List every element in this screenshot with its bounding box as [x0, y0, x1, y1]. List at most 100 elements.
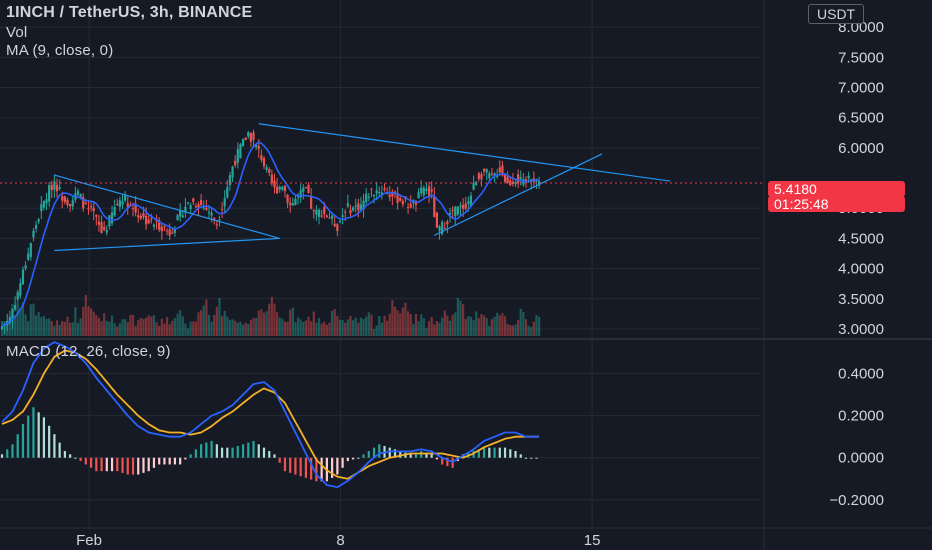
histogram-bar [320, 457, 323, 482]
last-price-badge: 5.4180 [768, 181, 905, 197]
candle-body [61, 196, 64, 201]
candle-body [145, 216, 148, 225]
candle-body [372, 194, 376, 197]
candle-body [454, 206, 457, 217]
volume-bar [475, 311, 478, 336]
volume-bar [312, 311, 315, 336]
histogram-bar [357, 457, 360, 459]
candle-body [247, 132, 250, 137]
volume-bar [291, 307, 294, 336]
volume-bar [323, 321, 326, 336]
candle-body [142, 213, 145, 217]
candle-body [336, 224, 339, 232]
volume-bar [522, 311, 525, 336]
symbol-title[interactable]: 1INCH / TetherUS, 3h, BINANCE [6, 4, 253, 21]
volume-bar [207, 314, 211, 336]
candle-body [71, 200, 74, 207]
volume-bar [310, 321, 313, 336]
histogram-bar [226, 447, 229, 458]
volume-bar [189, 321, 192, 336]
candle-body [315, 209, 318, 215]
histogram-bar [58, 442, 61, 458]
volume-bar [268, 303, 271, 336]
volume-bar [378, 315, 381, 336]
volume-bar [278, 317, 281, 336]
volume-bar [464, 318, 467, 336]
currency-button[interactable]: USDT [808, 4, 865, 24]
candle-body [430, 189, 433, 192]
volume-bar [179, 310, 182, 336]
candle-body [163, 225, 166, 228]
volume-bar [100, 321, 103, 336]
macd-line [1, 341, 540, 489]
histogram-bar [409, 454, 412, 458]
histogram-bar [69, 454, 72, 458]
candle-body [268, 169, 271, 173]
volume-bar [118, 323, 121, 336]
volume-bar [383, 315, 386, 336]
candle-body [462, 204, 465, 209]
macd-legend[interactable]: MACD (12, 26, close, 9) [6, 343, 171, 360]
volume-legend[interactable]: Vol [6, 24, 28, 41]
volume-bar [367, 312, 370, 336]
histogram-bar [184, 457, 187, 460]
volume-bar [260, 309, 263, 336]
candle-body [192, 198, 195, 202]
candle-body [302, 187, 305, 192]
histogram-bar [89, 457, 93, 468]
volume-bar [79, 318, 82, 336]
histogram-bar [488, 447, 491, 458]
volume-bar [386, 320, 389, 336]
candle-body [291, 203, 294, 206]
price-tick-label: 4.5000 [838, 230, 884, 247]
histogram-bar [399, 451, 402, 458]
volume-bar [396, 310, 399, 336]
histogram-bar [425, 452, 428, 458]
volume-bar [443, 310, 446, 336]
histogram-bar [310, 457, 313, 480]
volume-bar [456, 297, 459, 336]
trendline [258, 123, 671, 182]
candle-body [179, 209, 182, 217]
candle-body [427, 186, 431, 196]
histogram-bar [210, 440, 213, 458]
volume-bar [496, 312, 499, 336]
histogram-bar [205, 442, 208, 458]
ma-legend[interactable]: MA (9, close, 0) [6, 42, 114, 59]
histogram-bar [331, 457, 334, 478]
candle-body [14, 304, 17, 310]
histogram-bar [393, 449, 397, 458]
macd-tick-label: 0.0000 [838, 450, 884, 467]
candle-body [325, 215, 328, 217]
histogram-bar [131, 457, 135, 475]
histogram-bar [74, 457, 77, 459]
histogram-bar [435, 457, 439, 460]
histogram-bar [42, 417, 46, 458]
candle-body [459, 205, 462, 208]
histogram-bar [173, 457, 177, 465]
volume-bar [527, 325, 530, 336]
volume-bar [519, 308, 522, 336]
histogram-bar [388, 447, 391, 458]
candle-body [147, 219, 150, 224]
volume-bar [121, 319, 124, 336]
volume-bar [357, 322, 360, 336]
volume-bar [446, 315, 449, 336]
histogram-bar [346, 457, 349, 462]
candle-body [488, 173, 491, 178]
volume-bar [514, 324, 517, 336]
volume-bar [192, 321, 195, 336]
volume-bar [53, 325, 56, 336]
candle-body [249, 132, 252, 142]
candle-body [441, 221, 444, 235]
candle-body [257, 145, 260, 150]
candle-body [118, 200, 121, 207]
candle-body [517, 174, 520, 184]
volume-bar [286, 321, 289, 336]
candle-body [401, 200, 404, 205]
signal-line [1, 349, 540, 480]
volume-bar [270, 296, 273, 336]
histogram-bar [110, 457, 114, 472]
